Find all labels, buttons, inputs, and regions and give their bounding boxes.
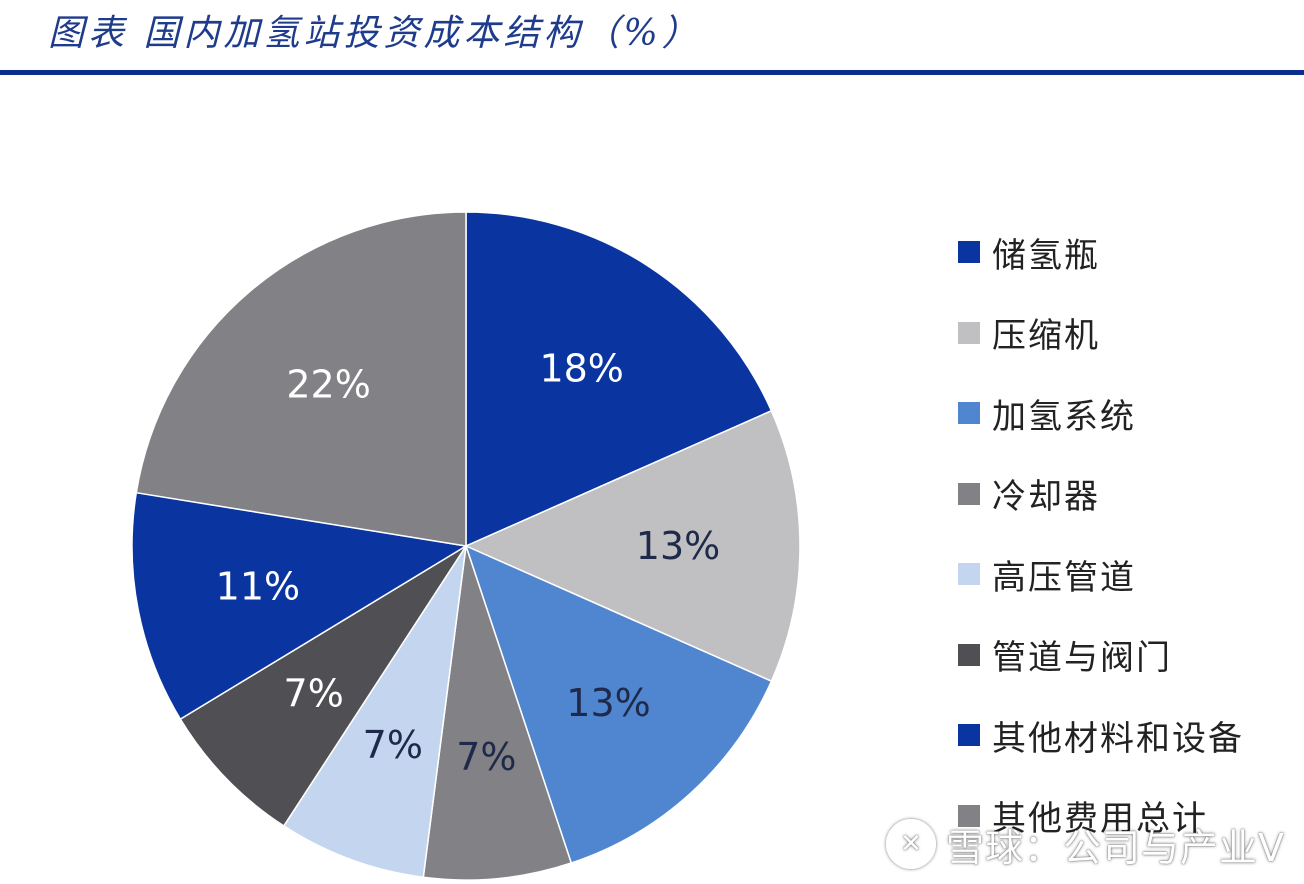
legend-item: 冷却器 [958,474,1100,517]
legend-label: 加氢系统 [992,396,1136,437]
slice-value-label-6: 7% [284,672,344,716]
pie-slice-3 [464,544,773,864]
legend-swatch [958,402,980,424]
legend-item: 加氢系统 [958,393,1136,437]
legend-label: 高压管道 [992,557,1136,598]
legend-item: 压缩机 [958,313,1100,356]
legend-swatch [958,482,980,505]
legend-item: 其他材料和设备 [958,715,1244,759]
slice-value-label-7: 11% [216,565,300,609]
legend-swatch [958,643,980,666]
legend-label: 其他材料和设备 [992,718,1244,759]
slice-value-label-8: 22% [286,363,370,407]
legend-item: 高压管道 [958,554,1136,598]
chart-title: 图表 国内加氢站投资成本结构（%） [48,13,702,54]
legend-label: 冷却器 [992,477,1100,517]
slice-value-label-5: 7% [363,723,423,767]
pie-slice-5 [282,545,467,879]
pie-slice-4 [422,545,573,881]
pie-slice-1 [465,211,773,548]
pie-slice-7 [131,491,469,721]
legend-swatch [958,724,980,746]
title-divider [0,70,1304,75]
legend-item: 管道与阀门 [958,635,1172,678]
slice-value-label-3: 13% [566,681,650,725]
header: 图表 国内加氢站投资成本结构（%） [0,0,1304,78]
slice-value-label-4: 7% [456,735,516,779]
snowball-logo-icon: ✕ [886,819,936,869]
legend-swatch [958,804,980,827]
legend-item: 储氢瓶 [958,232,1100,276]
slice-value-label-2: 13% [636,524,720,568]
watermark: ✕ 雪球：公司与产业V [886,818,1285,870]
legend-swatch [958,241,980,263]
legend-label: 压缩机 [992,316,1100,356]
legend-label: 其他费用总计 [992,799,1208,839]
watermark-text: 雪球：公司与产业V [946,825,1285,870]
pie-slice-2 [464,409,801,683]
pie-slice-6 [179,545,467,827]
slice-value-label-1: 18% [539,346,623,390]
legend-label: 管道与阀门 [992,638,1172,678]
legend-item: 其他费用总计 [958,796,1208,839]
pie-slice-8 [135,211,467,547]
legend-swatch [958,563,980,585]
legend-swatch [958,321,980,344]
legend-label: 储氢瓶 [992,235,1100,276]
